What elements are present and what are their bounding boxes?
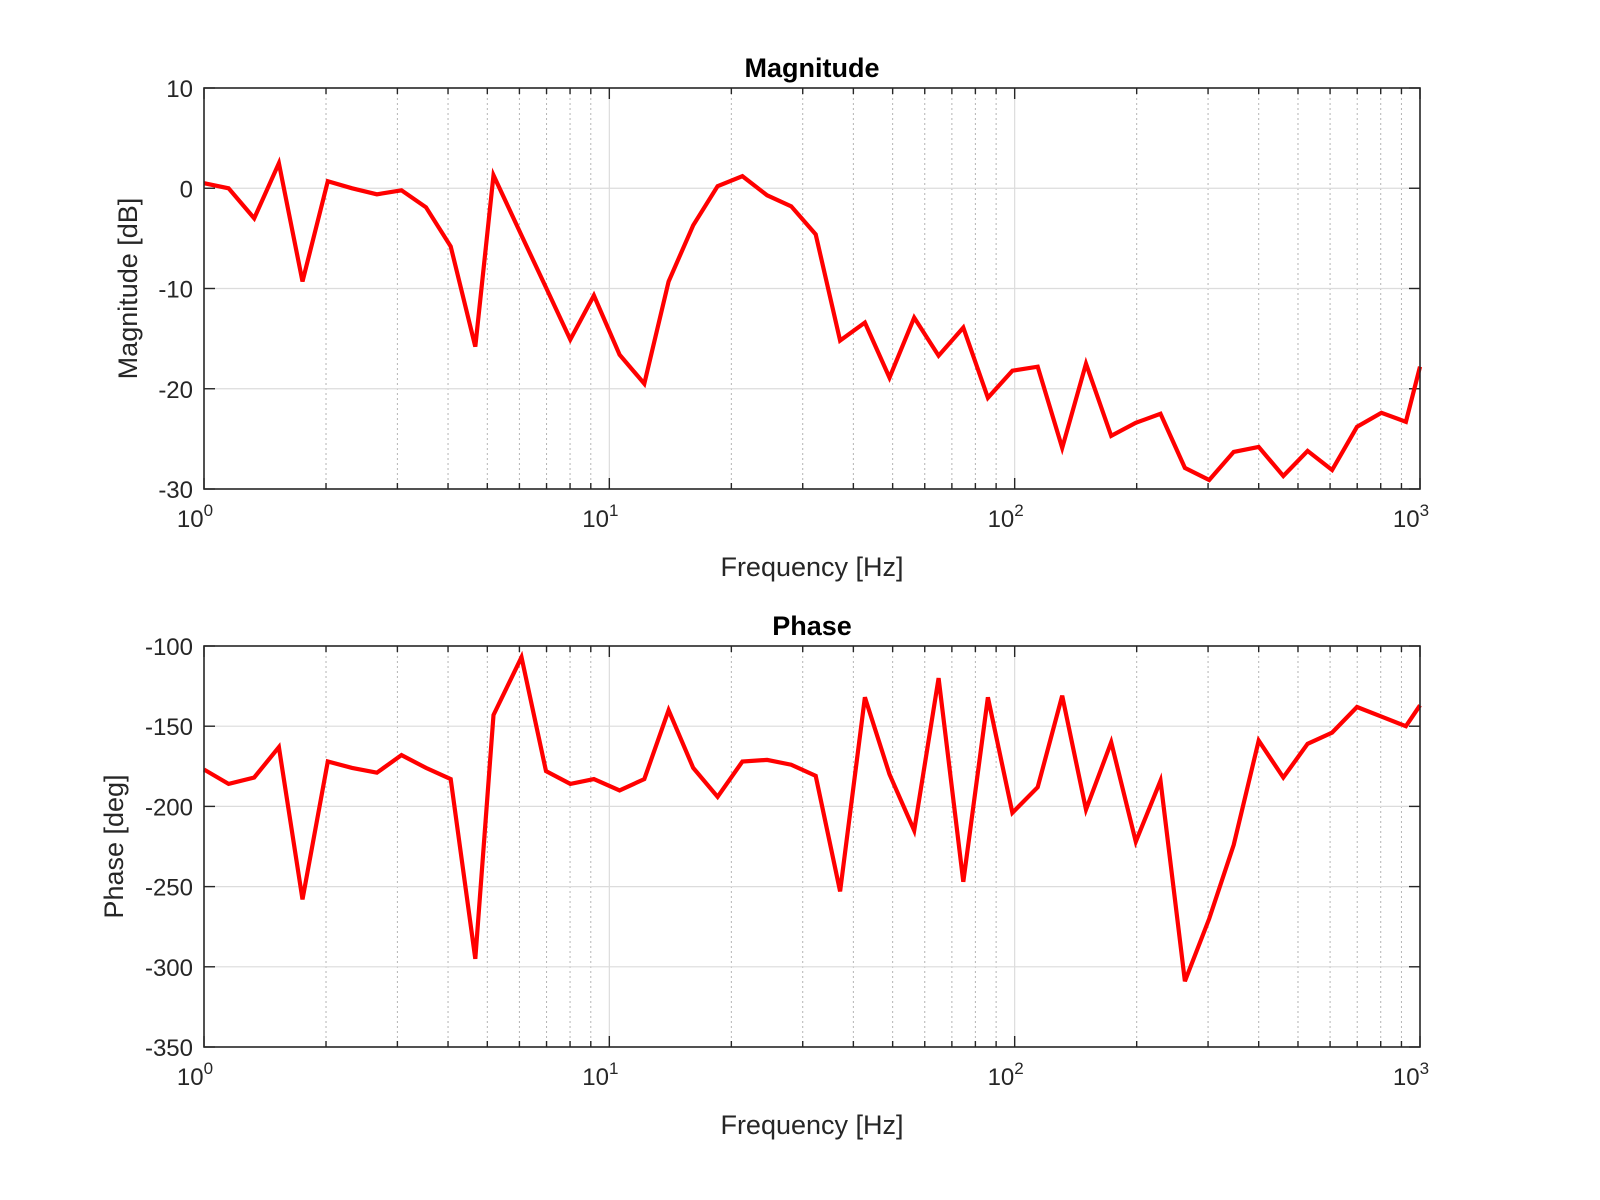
x-tick-base: 10	[988, 506, 1015, 533]
phase-y-tick-label: -350	[145, 1035, 193, 1062]
x-tick-base: 10	[1393, 1064, 1420, 1091]
x-tick-exponent: 3	[1420, 501, 1429, 520]
x-tick-exponent: 0	[204, 501, 213, 520]
phase-x-tick-label: 101	[582, 1059, 618, 1091]
phase-plot: 100 101 102 103-100-150-200-250-300-350Phas…	[99, 611, 1429, 1140]
x-tick-exponent: 1	[609, 501, 618, 520]
magnitude-plot: 100 101 102 103100-10-20-30MagnitudeFrequen…	[113, 53, 1429, 582]
magnitude-y-tick-label: 10	[166, 76, 193, 103]
magnitude-title: Magnitude	[745, 53, 880, 83]
magnitude-x-axis-label: Frequency [Hz]	[720, 552, 903, 582]
magnitude-x-tick-label: 100	[177, 501, 213, 533]
phase-x-tick-label: 100	[177, 1059, 213, 1091]
magnitude-y-tick-label: 0	[180, 176, 193, 203]
x-tick-exponent: 2	[1014, 501, 1023, 520]
x-tick-base: 10	[582, 1064, 609, 1091]
magnitude-axes-frame	[203, 87, 1421, 490]
magnitude-y-tick-label: -20	[158, 377, 193, 404]
phase-title: Phase	[772, 611, 852, 641]
phase-y-tick-label: -100	[145, 634, 193, 661]
phase-series-line	[202, 650, 1422, 982]
phase-y-tick-label: -200	[145, 794, 193, 821]
x-tick-base: 10	[177, 506, 204, 533]
phase-x-tick-label: 103	[1393, 1059, 1429, 1091]
magnitude-x-tick-label: 102	[988, 501, 1024, 533]
magnitude-y-tick-label: -30	[158, 477, 193, 504]
x-tick-exponent: 2	[1014, 1059, 1023, 1078]
magnitude-y-axis-label: Magnitude [dB]	[113, 198, 143, 380]
x-tick-base: 10	[988, 1064, 1015, 1091]
phase-y-axis-label: Phase [deg]	[99, 774, 129, 918]
phase-x-axis-label: Frequency [Hz]	[720, 1110, 903, 1140]
phase-axes-frame	[203, 645, 1421, 1048]
x-tick-exponent: 1	[609, 1059, 618, 1078]
magnitude-y-tick-label: -10	[158, 277, 193, 304]
x-tick-base: 10	[177, 1064, 204, 1091]
magnitude-x-tick-label: 103	[1393, 501, 1429, 533]
x-tick-exponent: 0	[204, 1059, 213, 1078]
x-tick-exponent: 3	[1420, 1059, 1429, 1078]
x-tick-base: 10	[582, 506, 609, 533]
phase-y-tick-label: -150	[145, 714, 193, 741]
magnitude-x-tick-label: 101	[582, 501, 618, 533]
x-tick-base: 10	[1393, 506, 1420, 533]
phase-y-tick-label: -300	[145, 955, 193, 982]
phase-x-tick-label: 102	[988, 1059, 1024, 1091]
phase-axes-background	[204, 646, 1420, 1047]
magnitude-series-line	[203, 156, 1423, 483]
phase-y-tick-label: -250	[145, 875, 193, 902]
